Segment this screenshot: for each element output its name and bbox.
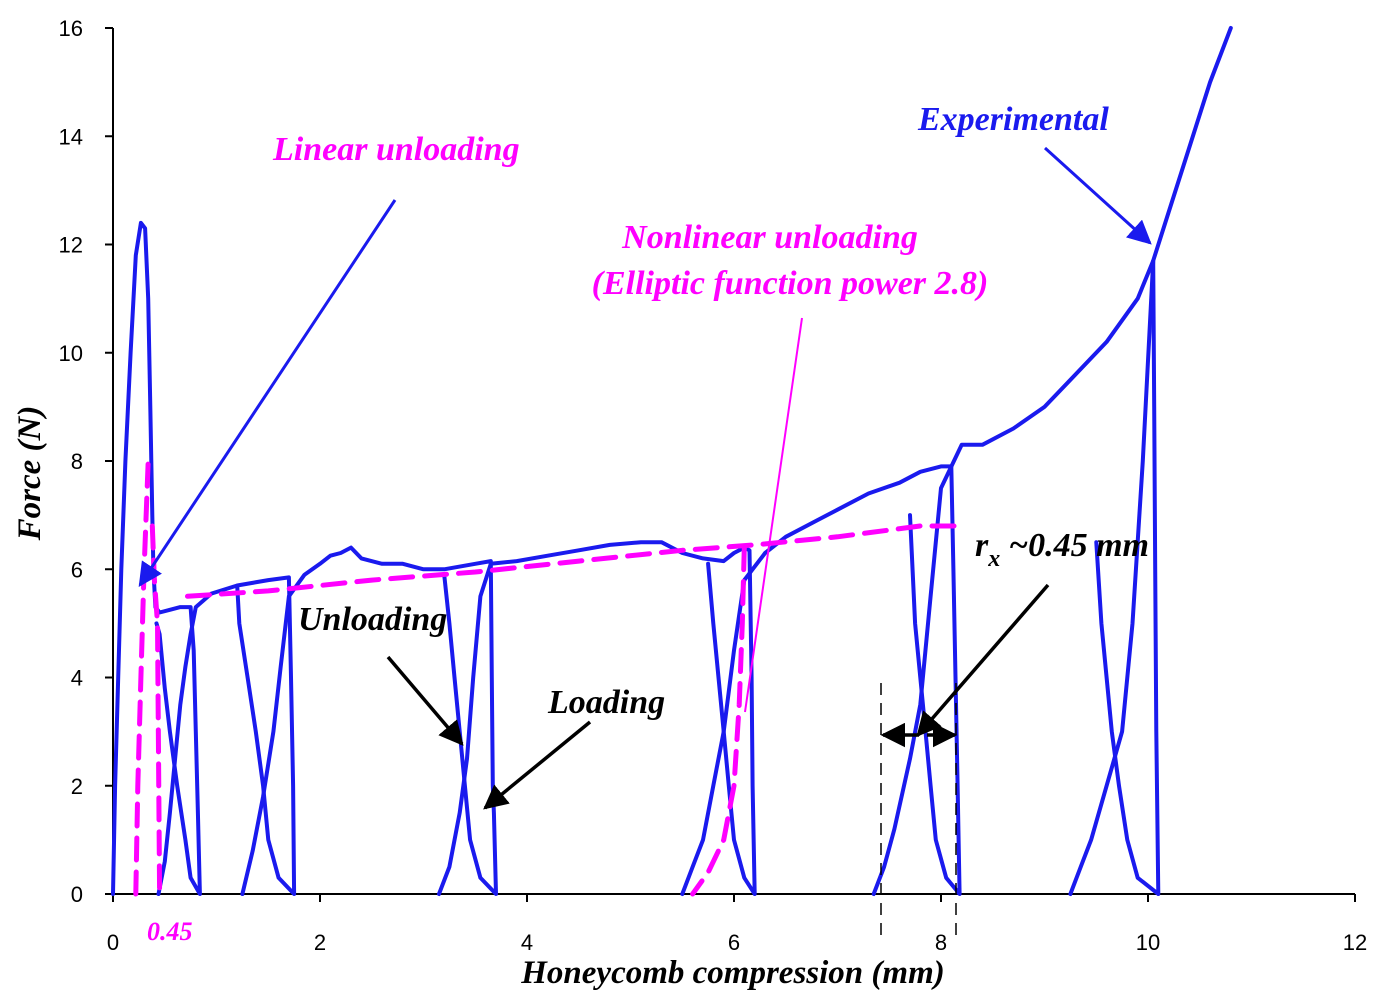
x-axis-title: Honeycomb compression (mm) [520, 955, 944, 991]
rx-symbol: r [975, 527, 989, 564]
linear-unloading-arrow [138, 199, 397, 588]
annotation-elliptic-function: (Elliptic function power 2.8) [592, 265, 989, 302]
experimental-curve-segment [680, 464, 962, 896]
annotation-experimental: Experimental [917, 101, 1109, 138]
x-axis-ticks: 0 2 4 6 8 10 12 [107, 894, 1367, 955]
series-layer [111, 26, 1233, 897]
experimental-curve-segment [871, 258, 1161, 896]
experimental-curve-segment [156, 575, 297, 896]
annotation-arrows [138, 146, 1152, 935]
nonlinear-unloading-pointer [744, 317, 803, 713]
y-tick-label: 4 [71, 666, 83, 691]
model-curve-segment [690, 545, 747, 897]
x-tick-label: 10 [1136, 930, 1160, 955]
experimental-curve-segment [240, 545, 498, 896]
experimental-arrow [1043, 146, 1152, 245]
y-tick-label: 0 [71, 882, 83, 907]
annotation-linear-unloading: Linear unloading [272, 131, 520, 168]
x-tick-label: 8 [935, 930, 947, 955]
y-tick-label: 2 [71, 774, 83, 799]
annotation-nonlinear-unloading: Nonlinear unloading [621, 219, 918, 256]
model-curve-segment [185, 523, 965, 599]
annotations: Linear unloading Nonlinear unloading (El… [147, 101, 1149, 946]
y-tick-label: 12 [59, 233, 83, 258]
rx-value: ~0.45 mm [1000, 527, 1149, 564]
y-axis-ticks: 0 2 4 6 8 10 12 14 16 [59, 16, 113, 907]
annotation-0-45: 0.45 [147, 917, 193, 946]
y-tick-label: 6 [71, 557, 83, 582]
experimental-curve-segment [437, 540, 757, 896]
y-tick-label: 14 [59, 124, 83, 149]
x-tick-label: 6 [728, 930, 740, 955]
y-tick-label: 16 [59, 16, 83, 41]
y-axis-title: Force (N) [12, 406, 48, 542]
annotation-rx: rx ~0.45 mm [975, 527, 1149, 572]
y-tick-label: 10 [59, 341, 83, 366]
rx-subscript: x [987, 546, 1000, 572]
unloading-arrow [386, 655, 464, 746]
x-tick-label: 4 [521, 930, 533, 955]
experimental-curve-segment [1068, 26, 1233, 896]
x-tick-label: 0 [107, 930, 119, 955]
x-tick-label: 12 [1343, 930, 1367, 955]
series-model [133, 458, 965, 897]
loading-arrow [483, 720, 592, 810]
rx-arrow [916, 583, 1050, 737]
y-tick-label: 8 [71, 449, 83, 474]
experimental-curve-segment [111, 220, 202, 896]
model-curve-segment [133, 458, 151, 897]
model-curve-segment [149, 523, 163, 897]
annotation-unloading: Unloading [298, 601, 447, 638]
x-tick-label: 2 [314, 930, 326, 955]
series-experimental [111, 26, 1233, 896]
annotation-loading: Loading [547, 684, 665, 721]
